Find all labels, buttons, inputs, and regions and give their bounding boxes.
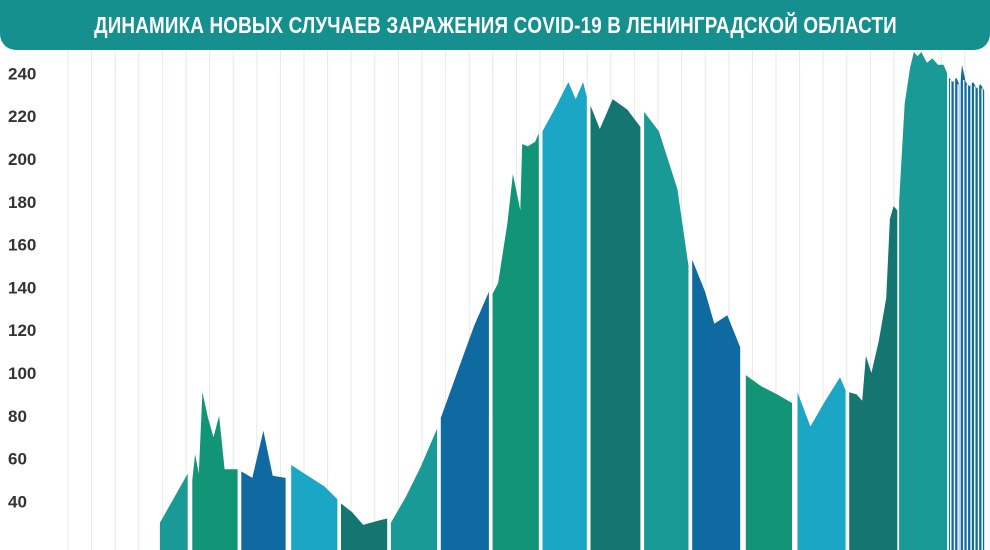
covid-cases-chart: 40 60 80 100 120 140 160 180 200 220 240 <box>8 50 985 550</box>
area-segment-15 <box>849 206 898 550</box>
y-tick-label: 200 <box>8 150 36 169</box>
area-segment-7 <box>440 291 489 550</box>
area-segment-13 <box>745 375 792 550</box>
area-segment-8 <box>492 133 539 550</box>
area-segments <box>159 52 985 550</box>
area-segment-14 <box>797 377 846 550</box>
y-tick-label: 60 <box>8 450 27 469</box>
chart-title: ДИНАМИКА НОВЫХ СЛУЧАЕВ ЗАРАЖЕНИЯ COVID-1… <box>93 11 897 38</box>
y-tick-label: 80 <box>8 407 27 426</box>
area-segment-11 <box>644 111 689 550</box>
area-segment-5 <box>341 503 388 550</box>
y-tick-label: 120 <box>8 321 36 340</box>
area-segment-1 <box>159 473 188 550</box>
area-segment-4 <box>291 465 338 550</box>
y-tick-label: 100 <box>8 364 36 383</box>
area-segment-6 <box>390 428 438 550</box>
y-axis-ticks: 40 60 80 100 120 140 160 180 200 220 240 <box>8 64 36 511</box>
area-segment-3 <box>241 430 286 550</box>
chart-area: 40 60 80 100 120 140 160 180 200 220 240 <box>0 50 990 550</box>
area-segment-16 <box>899 52 948 550</box>
area-segment-12 <box>692 259 741 550</box>
bar-separators <box>950 62 983 550</box>
y-tick-label: 240 <box>8 64 36 83</box>
y-tick-label: 180 <box>8 193 36 212</box>
area-segment-2 <box>192 392 238 550</box>
y-tick-label: 140 <box>8 278 36 297</box>
y-tick-label: 40 <box>8 492 27 511</box>
y-tick-label: 220 <box>8 107 36 126</box>
area-segment-9 <box>542 82 587 550</box>
y-tick-label: 160 <box>8 236 36 255</box>
chart-title-bar: ДИНАМИКА НОВЫХ СЛУЧАЕВ ЗАРАЖЕНИЯ COVID-1… <box>0 0 990 50</box>
area-segment-10 <box>590 99 641 550</box>
